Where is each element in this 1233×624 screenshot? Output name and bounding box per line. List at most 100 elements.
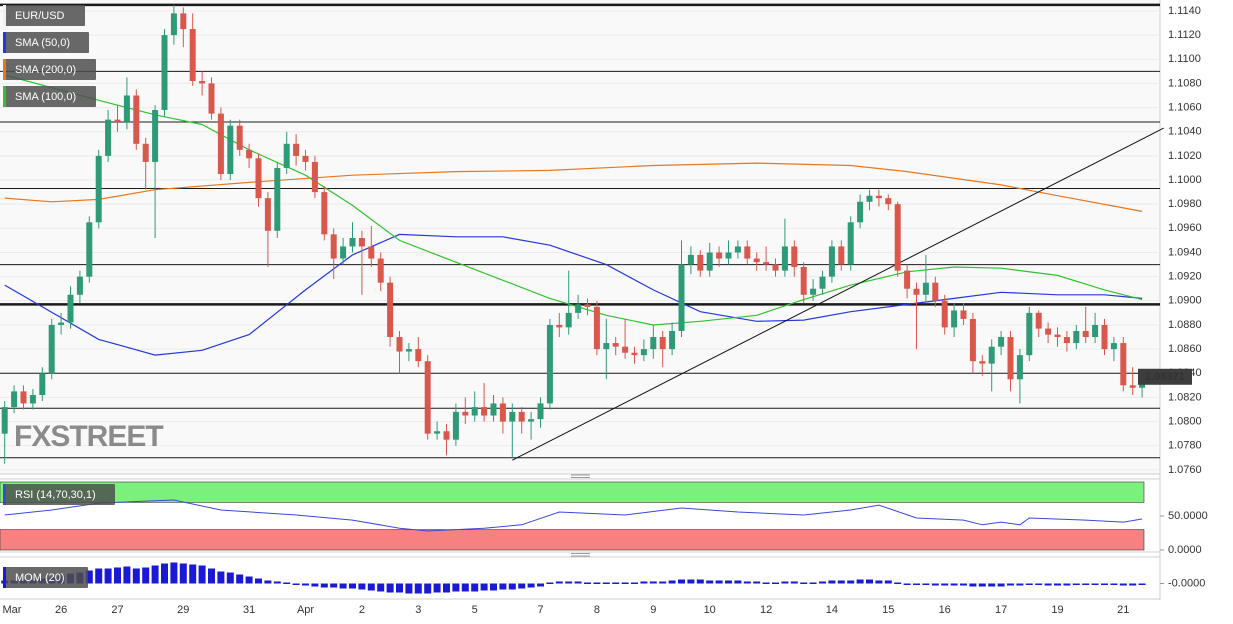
- candle-body: [274, 167, 281, 231]
- candle-body: [349, 238, 356, 247]
- candle-body: [988, 346, 995, 364]
- candle-body: [189, 29, 196, 82]
- momentum-bar: [931, 583, 939, 586]
- candle-body: [1101, 324, 1108, 350]
- candle-body: [734, 246, 741, 253]
- candle-body: [528, 419, 535, 422]
- candle-body: [1045, 328, 1052, 335]
- candle-body: [819, 276, 826, 289]
- momentum-bar: [443, 583, 450, 593]
- candle-body: [368, 246, 375, 259]
- candle-body: [1129, 385, 1136, 388]
- moving-average-line: [4, 233, 1143, 356]
- candle-body: [152, 109, 159, 162]
- candle-body: [772, 264, 779, 271]
- momentum-bar: [640, 581, 648, 584]
- x-tick-label: Mar: [3, 604, 22, 616]
- momentum-bar: [217, 571, 225, 584]
- legend-stripe: [3, 59, 6, 80]
- momentum-bar: [772, 582, 779, 584]
- candle-body: [387, 282, 394, 338]
- momentum-bar: [997, 583, 1005, 587]
- candle-body: [123, 95, 130, 123]
- momentum-bar: [668, 580, 676, 584]
- momentum-bar: [602, 582, 610, 584]
- x-tick-label: 26: [55, 604, 67, 616]
- candle-body: [170, 13, 177, 36]
- momentum-bar: [255, 578, 262, 584]
- legend-label: EUR/USD: [15, 10, 65, 22]
- y-tick-label: 1.0940: [1168, 246, 1202, 258]
- candle-body: [264, 198, 271, 231]
- candle-body: [95, 155, 102, 223]
- momentum-bar: [1138, 583, 1146, 585]
- candle-body: [1120, 343, 1127, 386]
- momentum-bar: [781, 581, 789, 584]
- candle-body: [1063, 337, 1070, 344]
- x-tick-label: 17: [995, 604, 1007, 616]
- candle-body: [791, 246, 798, 267]
- candle-body: [227, 125, 234, 174]
- candle-body: [311, 161, 318, 193]
- rsi-line: [4, 499, 1143, 532]
- candle-body: [951, 310, 958, 328]
- momentum-bar: [875, 580, 883, 584]
- candle-body: [1016, 355, 1023, 380]
- momentum-bar: [499, 583, 507, 590]
- momentum-bar: [405, 583, 413, 594]
- momentum-bar: [1016, 583, 1024, 586]
- legend-box: [3, 32, 89, 53]
- candle-body: [321, 192, 328, 235]
- momentum-bar: [631, 582, 638, 584]
- legend-box: [3, 5, 85, 26]
- legend-label: SMA (50,0): [15, 37, 70, 49]
- x-tick-label: 14: [826, 604, 838, 616]
- momentum-bar: [884, 580, 892, 584]
- candle-body: [246, 149, 253, 159]
- candle-body: [640, 349, 647, 356]
- candle-body: [481, 407, 488, 416]
- candle-body: [584, 304, 591, 307]
- candle-body: [518, 411, 525, 422]
- momentum-bar: [706, 580, 714, 584]
- momentum-bar: [377, 583, 385, 592]
- legend-box: [3, 86, 96, 107]
- candle-body: [424, 361, 431, 434]
- candle-body: [236, 125, 243, 150]
- candle-body: [546, 324, 553, 404]
- momentum-bar: [715, 580, 723, 584]
- momentum-bar: [132, 568, 140, 584]
- y-tick-label: 1.0780: [1168, 440, 1202, 452]
- legend-label: MOM (20): [15, 572, 65, 584]
- candle-body: [340, 246, 347, 259]
- momentum-bar: [894, 582, 902, 584]
- candle-body: [556, 324, 563, 328]
- candle-body: [293, 143, 300, 156]
- momentum-bar: [95, 568, 103, 584]
- candle-body: [866, 195, 873, 202]
- legend-box: [3, 59, 96, 80]
- momentum-bar: [593, 582, 601, 584]
- candle-body: [255, 158, 262, 199]
- x-tick-label: 10: [704, 604, 716, 616]
- momentum-bar: [480, 583, 488, 591]
- x-tick-label: 5: [472, 604, 478, 616]
- candle-body: [1082, 330, 1089, 338]
- resize-grip[interactable]: [571, 553, 590, 557]
- momentum-bar: [424, 583, 432, 594]
- momentum-bar: [161, 563, 168, 584]
- y-tick-label: 1.1020: [1168, 150, 1202, 162]
- momentum-bar: [837, 580, 845, 584]
- momentum-bar: [1110, 583, 1118, 585]
- candle-body: [650, 337, 657, 350]
- legend-box: [3, 484, 115, 505]
- legend-label: RSI (14,70,30,1): [15, 489, 96, 501]
- candle-body: [434, 431, 441, 434]
- x-tick-label: 27: [111, 604, 123, 616]
- candle-body: [208, 83, 215, 114]
- momentum-bar: [104, 568, 112, 584]
- resize-grip[interactable]: [571, 474, 590, 478]
- candle-body: [20, 391, 27, 404]
- momentum-bar: [123, 566, 131, 584]
- momentum-bar: [226, 572, 234, 584]
